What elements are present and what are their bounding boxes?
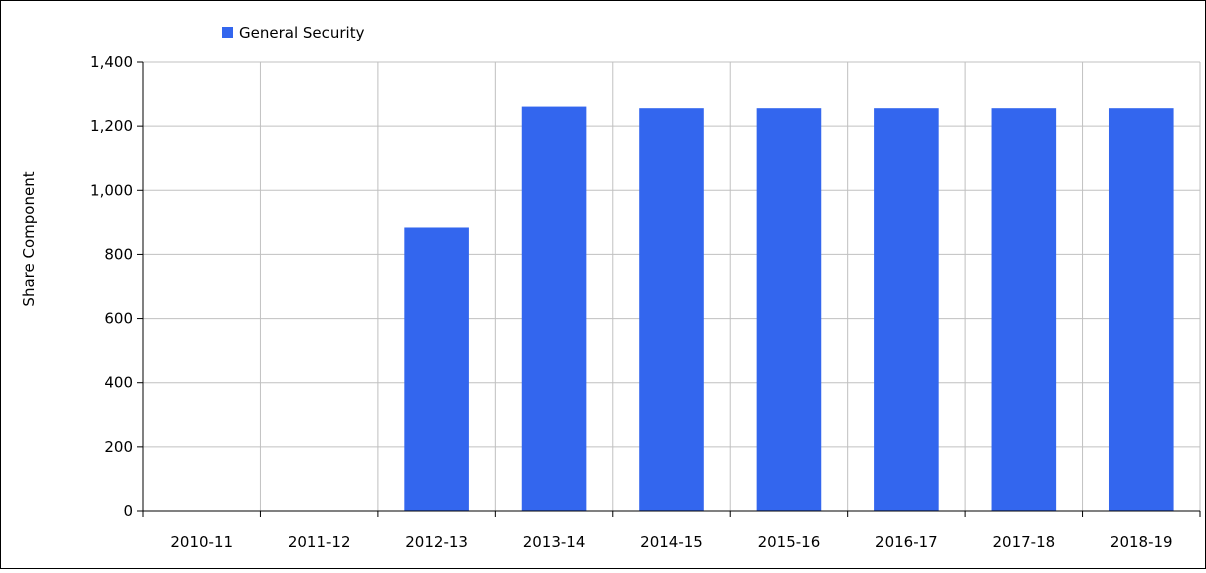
y-tick-labels: 0 200 400 600 800 1,000 1,200 1,400 <box>90 53 133 520</box>
y-tick-label: 1,400 <box>90 53 133 71</box>
bar-2015-16 <box>756 108 822 511</box>
bar-2018-19 <box>1108 108 1174 511</box>
y-tick-label: 800 <box>104 245 133 263</box>
x-tick-labels: 2010-11 2011-12 2012-13 2013-14 2014-15 2015-… <box>170 533 1172 551</box>
legend-swatch <box>222 27 233 38</box>
axes <box>137 61 1201 517</box>
y-tick-label: 1,000 <box>90 181 133 199</box>
x-tick-label: 2010-11 <box>170 533 233 551</box>
y-tick-label: 0 <box>123 502 133 520</box>
bar-2013-14 <box>521 106 587 511</box>
y-tick-label: 400 <box>104 374 133 392</box>
y-tick-label: 600 <box>104 310 133 328</box>
x-tick-label: 2018-19 <box>1110 533 1173 551</box>
x-tick-label: 2011-12 <box>288 533 351 551</box>
x-tick-label: 2015-16 <box>758 533 821 551</box>
bar-2016-17 <box>874 108 939 511</box>
x-tick-label: 2016-17 <box>875 533 938 551</box>
y-axis-label: Share Component <box>20 171 38 306</box>
legend-label: General Security <box>239 24 365 42</box>
legend: General Security <box>222 24 365 42</box>
bar-2014-15 <box>639 108 704 511</box>
y-tick-label: 1,200 <box>90 117 133 135</box>
x-tick-label: 2014-15 <box>640 533 703 551</box>
x-tick-label: 2017-18 <box>992 533 1055 551</box>
bar-2017-18 <box>991 108 1057 511</box>
bars <box>404 106 1174 511</box>
x-tick-label: 2012-13 <box>405 533 468 551</box>
y-tick-label: 200 <box>104 438 133 456</box>
x-tick-label: 2013-14 <box>523 533 586 551</box>
bar-2012-13 <box>404 227 469 511</box>
